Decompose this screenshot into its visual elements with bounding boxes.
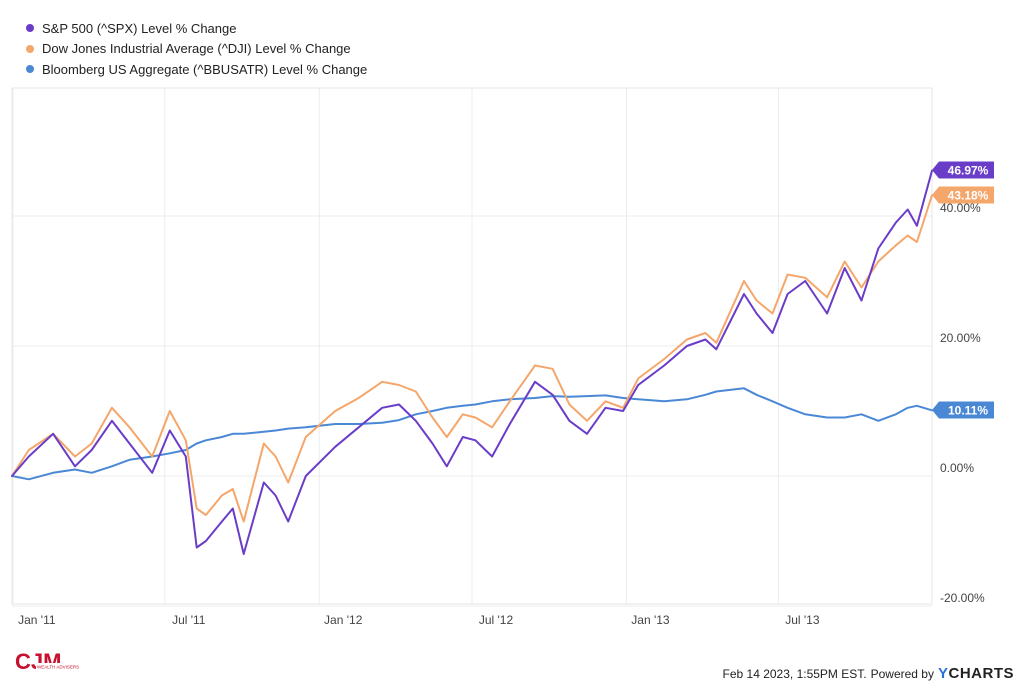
end-value-tag bbox=[932, 401, 994, 419]
footer-powered-by: Powered by bbox=[870, 666, 934, 681]
svg-text:CJM: CJM bbox=[15, 649, 61, 674]
ycharts-logo-y: Y bbox=[937, 665, 949, 682]
end-value-tag bbox=[932, 186, 994, 204]
x-tick-label: Jan '11 bbox=[18, 613, 56, 627]
legend-label-dji: Dow Jones Industrial Average (^DJI) Leve… bbox=[42, 41, 351, 57]
y-tick-label: 20.00% bbox=[940, 331, 981, 345]
x-tick-label: Jul '13 bbox=[785, 613, 820, 627]
legend-marker-spx bbox=[26, 24, 34, 33]
y-tick-label: 0.00% bbox=[940, 461, 974, 475]
legend-label-spx: S&P 500 (^SPX) Level % Change bbox=[42, 20, 237, 36]
x-tick-label: Jan '12 bbox=[324, 613, 363, 627]
end-value-label: 46.97% bbox=[948, 164, 989, 178]
end-value-label: 10.11% bbox=[948, 404, 988, 418]
legend-label-bbusatr: Bloomberg US Aggregate (^BBUSATR) Level … bbox=[42, 61, 368, 77]
chart-legend: S&P 500 (^SPX) Level % Change Dow Jones … bbox=[26, 18, 367, 80]
series-line-spx bbox=[11, 169, 933, 555]
end-value-tag bbox=[932, 161, 994, 179]
y-tick-label: 40.00% bbox=[940, 201, 981, 215]
legend-marker-dji bbox=[26, 44, 34, 53]
y-tick-label: -20.00% bbox=[940, 591, 985, 605]
legend-marker-bbusatr bbox=[26, 65, 34, 74]
footer-attribution: Feb 14 2023, 1:55PM EST. Powered by YCHA… bbox=[723, 665, 1014, 682]
legend-item-dji[interactable]: Dow Jones Industrial Average (^DJI) Leve… bbox=[26, 39, 367, 60]
cjm-logo: CJM WEALTH ADVISERS bbox=[15, 649, 79, 674]
line-chart: Jan '11 Jul '11 Jan '12 Jul '12 Jan '13 Jul '… bbox=[11, 87, 994, 627]
series-line-dji bbox=[11, 194, 933, 523]
footer-timestamp: Feb 14 2023, 1:55PM EST. bbox=[722, 666, 867, 681]
ycharts-logo[interactable]: YCHARTS bbox=[938, 665, 1014, 682]
svg-text:WEALTH ADVISERS: WEALTH ADVISERS bbox=[37, 665, 79, 670]
ycharts-logo-text: CHARTS bbox=[948, 665, 1014, 682]
end-value-label: 43.18% bbox=[948, 189, 989, 203]
x-tick-label: Jan '13 bbox=[631, 613, 670, 627]
x-tick-label: Jul '11 bbox=[172, 613, 206, 627]
x-tick-label: Jul '12 bbox=[479, 613, 514, 627]
legend-item-spx[interactable]: S&P 500 (^SPX) Level % Change bbox=[26, 18, 367, 39]
legend-item-bbusatr[interactable]: Bloomberg US Aggregate (^BBUSATR) Level … bbox=[26, 59, 367, 80]
